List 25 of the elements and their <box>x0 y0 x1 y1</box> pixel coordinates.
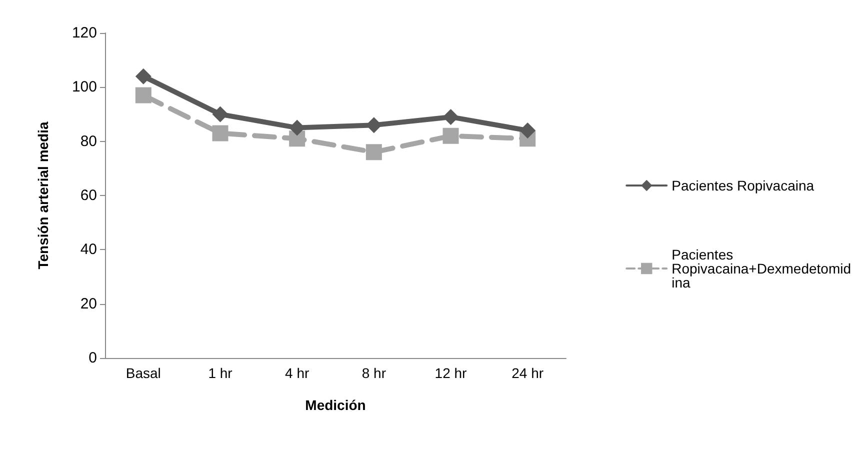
point <box>520 122 536 138</box>
point <box>442 108 459 125</box>
y-tick-label: 0 <box>88 350 97 366</box>
x-tick-label: 1 hr <box>208 365 233 381</box>
y-tick-label: 60 <box>80 187 97 204</box>
point <box>135 68 152 84</box>
x-tick-label: Basal <box>126 365 161 381</box>
y-tick-label: 40 <box>80 241 97 258</box>
legend-label: Pacientes Ropivacaina+Dexmedetomidina <box>672 246 851 290</box>
y-axis-title: Tensión arterial media <box>35 122 51 270</box>
x-tick-label: 12 hr <box>434 365 468 381</box>
y-tick-label: 20 <box>80 295 97 312</box>
x-axis-title: Medición <box>305 397 366 413</box>
point <box>366 144 382 160</box>
y-tick-label: 120 <box>72 24 97 42</box>
x-tick-label: 8 hr <box>362 365 386 381</box>
y-tick-label: 80 <box>80 132 97 150</box>
point <box>212 125 228 142</box>
legend-label: Pacientes Ropivacaina <box>672 178 814 194</box>
point <box>135 87 152 104</box>
point <box>212 106 228 122</box>
x-tick-label: 4 hr <box>285 365 310 381</box>
y-tick-label: 100 <box>72 78 97 96</box>
point <box>442 128 459 144</box>
x-tick-label: 24 hr <box>512 365 544 381</box>
